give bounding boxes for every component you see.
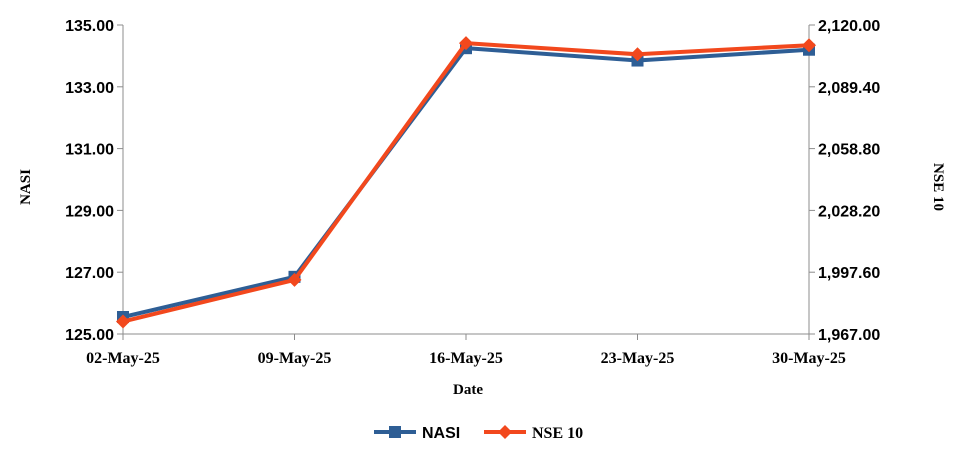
- y-right-tick-label: 1,967.00: [818, 327, 880, 344]
- x-tick-label: 09-May-25: [258, 350, 332, 367]
- series-line-nse-10: [122, 41, 810, 324]
- data-point-nse-10: [802, 38, 816, 53]
- x-tick-label: 30-May-25: [772, 350, 846, 367]
- legend-nasi-marker: [389, 426, 401, 438]
- y-right-tick-label: 2,028.20: [818, 203, 880, 220]
- data-point-nse-10: [459, 36, 473, 51]
- y-right-tick-label: 2,058.80: [818, 142, 880, 159]
- legend-nse10-label: NSE 10: [532, 425, 583, 442]
- data-point-nse-10: [287, 272, 302, 287]
- y-right-tick-label: 1,997.60: [818, 265, 880, 282]
- y-left-tick-label: 131.00: [65, 142, 114, 159]
- y-left-tick-label: 127.00: [65, 265, 114, 282]
- y-left-tick-label: 135.00: [65, 18, 114, 35]
- x-tick-label: 23-May-25: [601, 350, 675, 367]
- series-layer: [116, 36, 816, 329]
- legend-nasi-label: NASI: [422, 425, 460, 442]
- x-tick-label: 16-May-25: [429, 350, 503, 367]
- x-axis-title: Date: [453, 382, 483, 398]
- data-point-nse-10: [116, 314, 130, 329]
- legend: NASI NSE 10: [374, 425, 583, 442]
- data-point-nse-10: [630, 47, 645, 62]
- y-right-tick-label: 2,089.40: [818, 80, 880, 97]
- x-tick-label: 02-May-25: [86, 350, 160, 367]
- y-right-tick-label: 2,120.00: [818, 18, 880, 35]
- axes: [117, 24, 815, 340]
- legend-nse10-marker: [498, 425, 512, 439]
- tick-labels: 125.00 127.00 129.00 131.00 133.00 135.00 1,96…: [65, 18, 880, 367]
- y-left-tick-label: 125.00: [65, 327, 114, 344]
- y-axis-right-title: NSE 10: [930, 163, 946, 211]
- y-left-tick-label: 129.00: [65, 203, 114, 220]
- series-line-nasi: [122, 46, 810, 319]
- y-axis-left-title: NASI: [18, 169, 34, 205]
- y-left-tick-label: 133.00: [65, 80, 114, 97]
